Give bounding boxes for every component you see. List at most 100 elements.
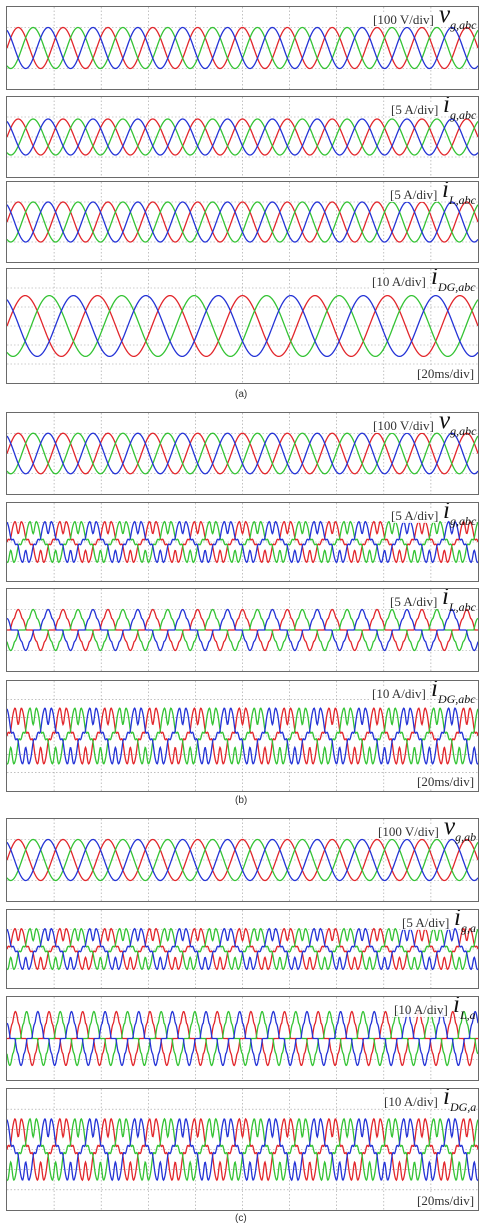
signal-symbol-subscript: g,ab (455, 830, 477, 844)
waveform-phase-c (7, 26, 478, 70)
scale-label: [100 V/div] (372, 418, 435, 433)
panel-c-2: [5 A/div] ig,a (6, 909, 479, 989)
waveform-phase-a (7, 838, 478, 882)
scale-label: [10 A/div] (371, 686, 427, 701)
signal-symbol: iL,abc (442, 181, 476, 212)
panel-a-3: [5 A/div] iL,abc (6, 181, 479, 263)
signal-symbol-subscript: g,a (460, 921, 476, 935)
signal-symbol: iL,abc (442, 588, 476, 619)
signal-symbol-subscript: L,a (459, 1008, 476, 1022)
panel-a-4: [10 A/div] iDG,abc [20ms/div] (6, 268, 479, 384)
scope-plot-c-3 (7, 997, 478, 1080)
signal-symbol-main: i (453, 996, 460, 1018)
signal-symbol-main: v (439, 412, 451, 434)
signal-symbol: vg,abc (439, 6, 476, 37)
scope-plot-b-1 (7, 413, 478, 494)
waveform-phase-c (7, 1010, 478, 1067)
waveform-phase-c (7, 838, 478, 882)
waveform-phase-c (7, 432, 478, 475)
scale-label: [5 A/div] (390, 508, 440, 523)
panel-b-3: [5 A/div] iL,abc (6, 588, 479, 672)
signal-symbol-subscript: g,abc (450, 424, 477, 438)
waveform-phase-c (7, 1117, 478, 1182)
scope-plot-a-3 (7, 182, 478, 262)
scope-plot-a-2 (7, 97, 478, 177)
signal-symbol: ig,abc (443, 96, 476, 127)
signal-symbol: vg,ab (444, 819, 477, 849)
waveform-phase-a (7, 432, 478, 475)
panel-b-2: [5 A/div] ig,abc (6, 502, 479, 582)
signal-symbol-main: i (442, 181, 449, 203)
waveform-phase-a (7, 26, 478, 70)
panel-c-1: [100 V/div] vg,ab (6, 818, 479, 902)
signal-symbol: iDG,abc (431, 680, 476, 711)
scale-label: [5 A/div] (390, 102, 440, 117)
panel-b-1: [100 V/div] vg,abc (6, 412, 479, 495)
signal-symbol: ig,a (454, 909, 476, 940)
signal-symbol-main: i (442, 588, 449, 610)
scope-plot-c-2 (7, 910, 478, 988)
signal-symbol: iDG,a (443, 1088, 477, 1119)
waveform-phase-c (7, 707, 478, 765)
figure-a: [100 V/div] vg,abc [5 A/div] ig,abc [5 A/d… (0, 0, 481, 405)
signal-symbol-subscript: DG,abc (437, 692, 476, 706)
panel-a-1: [100 V/div] vg,abc (6, 6, 479, 90)
time-scale-label: [20ms/div] (417, 366, 475, 381)
signal-symbol-main: v (439, 6, 451, 28)
signal-symbol-main: i (431, 268, 438, 290)
scale-label: [100 V/div] (377, 824, 440, 839)
panel-b-4: [10 A/div] iDG,abc [20ms/div] (6, 680, 479, 792)
scale-label: [100 V/div] (372, 12, 435, 27)
scope-plot-a-4 (7, 269, 478, 383)
scale-label: [5 A/div] (389, 187, 439, 202)
waveform-phase-c (7, 201, 478, 243)
signal-symbol-main: i (443, 96, 450, 118)
signal-symbol-subscript: DG,abc (437, 280, 476, 294)
caption-b: (b) (235, 795, 248, 806)
waveform-phase-c (7, 927, 478, 971)
scale-label: [10 A/div] (383, 1094, 439, 1109)
signal-symbol-subscript: L,abc (448, 600, 476, 614)
scale-label: [10 A/div] (371, 274, 427, 289)
figure-b: [100 V/div] vg,abc [5 A/div] ig,abc [5 A/d… (6, 412, 479, 806)
caption-a: (a) (235, 389, 248, 400)
scope-plot-a-1 (7, 7, 478, 89)
waveform-phase-a (7, 118, 478, 156)
waveform-phase-a (7, 1010, 478, 1067)
time-scale-label: [20ms/div] (417, 774, 475, 789)
scope-plot-b-3 (7, 589, 478, 671)
waveform-phase-a (7, 201, 478, 243)
signal-symbol: iL,a (453, 996, 476, 1027)
signal-symbol-subscript: DG,a (449, 1100, 477, 1114)
waveform-phase-a (7, 707, 478, 765)
signal-symbol-main: i (454, 909, 461, 931)
scope-plot-b-4 (7, 681, 478, 791)
signal-symbol-main: i (443, 502, 450, 524)
waveform-phase-a (7, 608, 478, 652)
waveform-phase-c (7, 294, 478, 358)
waveform-phase-a (7, 520, 478, 564)
scope-plot-c-4 (7, 1089, 478, 1210)
signal-symbol-main: i (431, 680, 438, 702)
scale-label: [5 A/div] (389, 594, 439, 609)
waveform-phase-c (7, 608, 478, 652)
time-scale-label: [20ms/div] (417, 1193, 475, 1208)
scale-label: [10 A/div] (393, 1002, 449, 1017)
scope-plot-b-2 (7, 503, 478, 581)
panel-c-3: [10 A/div] iL,a (6, 996, 479, 1081)
caption-c: (c) (235, 1213, 247, 1224)
waveform-phase-b (7, 1010, 478, 1067)
waveform-phase-a (7, 1117, 478, 1182)
signal-symbol: ig,abc (443, 502, 477, 533)
panel-c-4: [10 A/div] iDG,a [20ms/div] (6, 1088, 479, 1211)
signal-symbol-subscript: g,abc (449, 514, 477, 528)
panel-a-2: [5 A/div] ig,abc (6, 96, 479, 178)
scale-label: [5 A/div] (401, 915, 451, 930)
scope-plot-c-1 (7, 819, 478, 901)
signal-symbol: iDG,abc (431, 268, 476, 299)
signal-symbol-subscript: L,abc (448, 193, 476, 207)
signal-symbol: vg,abc (439, 412, 477, 443)
signal-symbol-main: i (443, 1088, 450, 1110)
waveform-phase-c (7, 520, 478, 564)
